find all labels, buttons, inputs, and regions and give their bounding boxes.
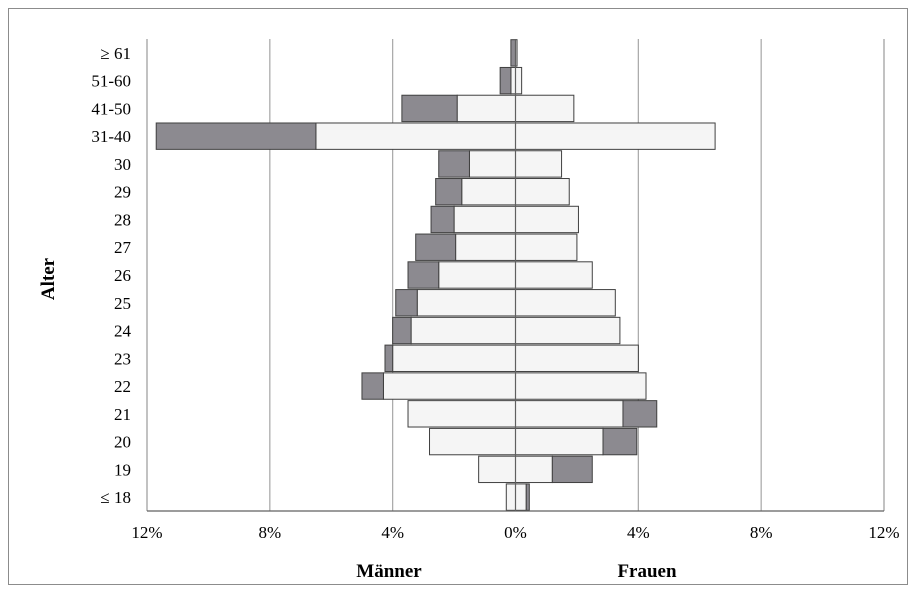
- bar-men-light: [407, 400, 517, 428]
- bar-men-dark: [435, 178, 463, 206]
- bar-men-dark: [155, 122, 317, 150]
- x-tick-label: 4%: [627, 523, 650, 542]
- bar-men-dark: [430, 205, 455, 234]
- bars: [155, 39, 716, 511]
- bar-men-light: [461, 178, 516, 206]
- x-tick-label: 12%: [131, 523, 162, 542]
- chart-frame: ≥ 61 51-60 41-50 31-40 30 29 28 27 26 25 24 23 22 21 2…: [8, 8, 908, 585]
- bar-men-light: [438, 261, 516, 289]
- bar-men-dark: [401, 94, 458, 123]
- y-tick-label: 24: [114, 322, 132, 341]
- x-axis-title-men: Männer: [356, 561, 422, 582]
- bar-men-light: [510, 66, 516, 95]
- bar-men-light: [429, 427, 516, 456]
- y-tick-label: 19: [114, 460, 131, 479]
- bar-men-dark: [407, 261, 440, 289]
- x-tick-label: 8%: [258, 523, 281, 542]
- bar-women-light: [515, 372, 647, 400]
- y-tick-label: 27: [114, 238, 132, 257]
- bar-men-light: [410, 316, 517, 345]
- x-axis-title-women: Frauen: [617, 561, 677, 582]
- bar-women-dark: [622, 400, 658, 428]
- bar-women-light: [515, 178, 570, 206]
- x-tick-label: 4%: [381, 523, 404, 542]
- bar-men-dark: [395, 289, 418, 317]
- y-tick-label: 28: [114, 210, 131, 229]
- y-tick-label: 23: [114, 349, 131, 368]
- bar-women-light: [515, 455, 553, 484]
- bar-women-light: [515, 344, 639, 372]
- bar-men-light: [478, 455, 516, 484]
- bar-men-light: [468, 150, 516, 178]
- bar-women-light: [515, 316, 621, 345]
- y-axis-title: Alter: [38, 257, 59, 300]
- bar-men-light: [416, 289, 517, 317]
- bar-women-light: [515, 427, 604, 456]
- bar-women-light: [515, 205, 579, 234]
- bar-women-dark: [602, 427, 638, 456]
- bar-women-light: [515, 261, 593, 289]
- bar-women-light: [515, 400, 624, 428]
- bar-women-light: [515, 289, 616, 317]
- bar-men-light: [505, 483, 517, 511]
- y-tick-label: 25: [114, 294, 131, 313]
- bar-women-light: [515, 66, 523, 95]
- bar-women-light: [515, 94, 575, 123]
- y-tick-label: 41-50: [91, 99, 131, 118]
- bar-women-light: [515, 150, 563, 178]
- bar-men-dark: [361, 372, 384, 400]
- x-tick-label: 12%: [868, 523, 899, 542]
- x-tick-label: 0%: [504, 523, 527, 542]
- bar-women-light: [515, 122, 716, 150]
- bar-women-dark: [525, 483, 530, 511]
- bar-men-dark: [438, 150, 470, 178]
- bar-women-dark: [551, 455, 593, 484]
- y-tick-label: 31-40: [91, 127, 131, 146]
- population-pyramid-chart: ≥ 61 51-60 41-50 31-40 30 29 28 27 26 25 24 23 22 21 2…: [38, 39, 900, 582]
- bar-men-dark: [510, 39, 516, 67]
- bar-men-dark: [392, 316, 412, 345]
- y-tick-label: 22: [114, 377, 131, 396]
- bar-men-light: [382, 372, 516, 400]
- y-tick-label: 21: [114, 405, 131, 424]
- y-tick-label: 51-60: [91, 72, 131, 91]
- y-tick-label: ≤ 18: [100, 488, 131, 507]
- bar-men-light: [392, 344, 516, 372]
- y-tick-label: 29: [114, 183, 131, 202]
- y-tick-label: ≥ 61: [100, 44, 131, 63]
- bar-men-dark: [499, 66, 512, 95]
- axes: [146, 39, 885, 512]
- y-tick-label: 26: [114, 266, 131, 285]
- bar-men-dark: [415, 233, 457, 261]
- bar-men-dark: [384, 344, 394, 372]
- bar-women-light: [515, 483, 527, 511]
- x-tick-label: 8%: [750, 523, 773, 542]
- bar-men-light: [315, 122, 517, 150]
- bar-men-light: [455, 233, 516, 261]
- y-tick-label: 20: [114, 433, 131, 452]
- y-tick-label: 30: [114, 155, 131, 174]
- bar-men-light: [456, 94, 517, 123]
- bar-women-light: [515, 233, 578, 261]
- tick-labels: ≥ 61 51-60 41-50 31-40 30 29 28 27 26 25 24 23 22 21 2…: [91, 44, 899, 542]
- bar-men-light: [453, 205, 517, 234]
